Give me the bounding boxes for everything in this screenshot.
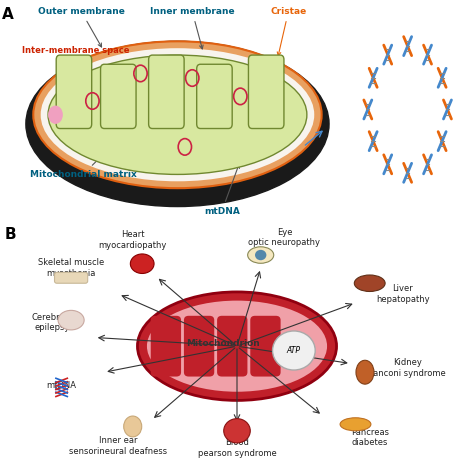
Circle shape bbox=[273, 331, 315, 370]
Ellipse shape bbox=[26, 41, 329, 207]
Text: A: A bbox=[2, 7, 14, 22]
Ellipse shape bbox=[130, 254, 154, 274]
Ellipse shape bbox=[137, 292, 337, 400]
Text: Liver
hepatopathy: Liver hepatopathy bbox=[376, 285, 430, 304]
Circle shape bbox=[48, 106, 63, 124]
FancyBboxPatch shape bbox=[184, 316, 214, 376]
Ellipse shape bbox=[124, 416, 142, 437]
Ellipse shape bbox=[147, 301, 327, 392]
FancyBboxPatch shape bbox=[248, 55, 284, 129]
Ellipse shape bbox=[33, 41, 322, 188]
Circle shape bbox=[255, 250, 266, 260]
FancyBboxPatch shape bbox=[55, 272, 88, 283]
Ellipse shape bbox=[41, 48, 314, 181]
FancyBboxPatch shape bbox=[151, 316, 181, 376]
Text: Skeletal muscle
myasthenia: Skeletal muscle myasthenia bbox=[38, 258, 104, 278]
Text: Blood
pearson syndrome: Blood pearson syndrome bbox=[198, 438, 276, 458]
Text: Heart
myocardiopathy: Heart myocardiopathy bbox=[99, 230, 167, 250]
Text: Pancreas
diabetes: Pancreas diabetes bbox=[351, 428, 389, 447]
Ellipse shape bbox=[354, 275, 385, 291]
Text: mtDNA: mtDNA bbox=[204, 164, 240, 216]
Text: Kidney
Fanconi syndrome: Kidney Fanconi syndrome bbox=[369, 358, 446, 378]
FancyBboxPatch shape bbox=[197, 64, 232, 129]
FancyBboxPatch shape bbox=[217, 316, 247, 376]
FancyBboxPatch shape bbox=[100, 64, 136, 129]
Text: Cristae: Cristae bbox=[270, 7, 307, 56]
Ellipse shape bbox=[340, 418, 371, 431]
Text: Outer membrane: Outer membrane bbox=[38, 7, 125, 47]
Text: Inner ear
sensorineural deafness: Inner ear sensorineural deafness bbox=[69, 437, 168, 456]
Text: Eye
optic neuropathy: Eye optic neuropathy bbox=[248, 228, 320, 247]
Text: B: B bbox=[5, 227, 17, 242]
FancyBboxPatch shape bbox=[149, 55, 184, 129]
Ellipse shape bbox=[48, 55, 307, 174]
Text: mtDNA: mtDNA bbox=[46, 381, 77, 390]
Text: Inner membrane: Inner membrane bbox=[150, 7, 235, 49]
Text: ATP: ATP bbox=[287, 346, 301, 355]
Text: Mitochondrion: Mitochondrion bbox=[186, 340, 260, 348]
Text: Cerebrum
epilepsy: Cerebrum epilepsy bbox=[31, 313, 73, 332]
Ellipse shape bbox=[58, 310, 84, 330]
Ellipse shape bbox=[356, 360, 374, 384]
FancyBboxPatch shape bbox=[250, 316, 281, 376]
Text: Inter-membrane space: Inter-membrane space bbox=[22, 46, 130, 83]
Circle shape bbox=[224, 419, 250, 443]
Text: Mitochondrial matrix: Mitochondrial matrix bbox=[29, 131, 137, 179]
Ellipse shape bbox=[248, 247, 274, 263]
FancyBboxPatch shape bbox=[56, 55, 91, 129]
